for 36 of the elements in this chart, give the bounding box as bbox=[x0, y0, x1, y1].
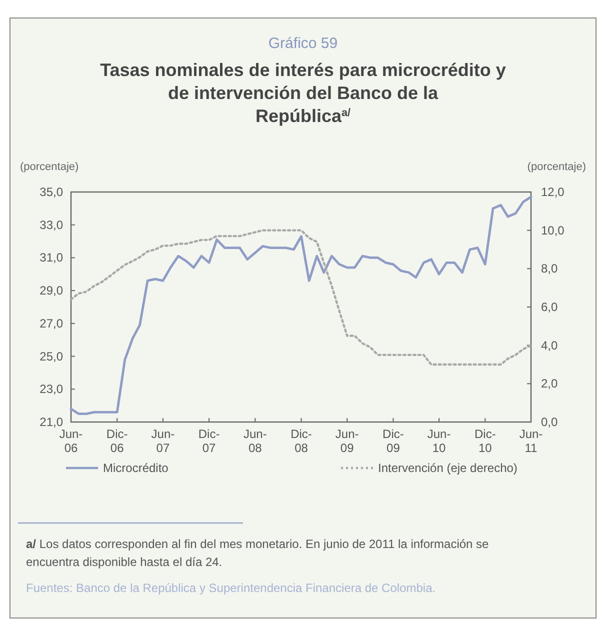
y-tick-label: 25,0 bbox=[40, 349, 64, 364]
y-tick-label: 23,0 bbox=[40, 382, 64, 396]
y-axis-title: (porcentaje) bbox=[20, 161, 79, 173]
x-tick-label: Jun-10 bbox=[427, 427, 451, 455]
x-tick-label: Jun-06 bbox=[59, 427, 83, 455]
y-tick-label: 31,0 bbox=[40, 250, 64, 265]
x-tick-label: Jun-07 bbox=[151, 427, 175, 455]
line-series bbox=[70, 196, 532, 415]
chart-title: Tasas nominales de interés para microcrédito y de intervención del Banco de la República$^{a/}$ bbox=[100, 60, 506, 126]
y2-tick-label: 12,0 bbox=[541, 185, 565, 199]
x-tick-label: Dic-08 bbox=[290, 427, 312, 455]
y-tick-label: 21,0 bbox=[40, 415, 64, 429]
y-tick-label: 29,0 bbox=[40, 284, 64, 298]
x-tick-label: Dic-06 bbox=[106, 427, 128, 455]
y-tick-label: 27,0 bbox=[40, 316, 64, 330]
y2-axis-title: (porcentaje) bbox=[527, 161, 586, 173]
y2-tick-label: 0,0 bbox=[541, 415, 558, 429]
x-tick-label: Dic-09 bbox=[382, 427, 404, 455]
text: a/ Los datos corresponden al fin del mes monetario. En junio de 2011 la información se encuentra disponible hasta el día 24. bbox=[26, 537, 490, 569]
line-series bbox=[70, 229, 532, 366]
chart-subtitle: Gráfico 59 bbox=[268, 35, 338, 52]
legend-label: Intervención (eje derecho) bbox=[378, 461, 518, 475]
x-tick-label: Jun-08 bbox=[243, 427, 267, 455]
x-tick-label: Dic-07 bbox=[198, 427, 220, 455]
y2-tick-label: 2,0 bbox=[541, 376, 558, 391]
x-tick-label: Jun-11 bbox=[519, 427, 543, 455]
y2-tick-label: 8,0 bbox=[541, 262, 558, 276]
y2-tick-label: 10,0 bbox=[541, 223, 565, 238]
source-note: Fuentes: Banco de la República y Superintendencia Financiera de Colombia. bbox=[26, 581, 436, 595]
y-tick-label: 35,0 bbox=[40, 185, 64, 199]
y2-tick-label: 6,0 bbox=[541, 300, 558, 314]
x-tick-label: Jun-09 bbox=[335, 427, 359, 455]
legend-label: Microcrédito bbox=[103, 461, 169, 475]
y-tick-label: 33,0 bbox=[40, 218, 64, 232]
x-tick-label: Dic-10 bbox=[474, 427, 496, 455]
y2-tick-label: 4,0 bbox=[541, 338, 558, 352]
